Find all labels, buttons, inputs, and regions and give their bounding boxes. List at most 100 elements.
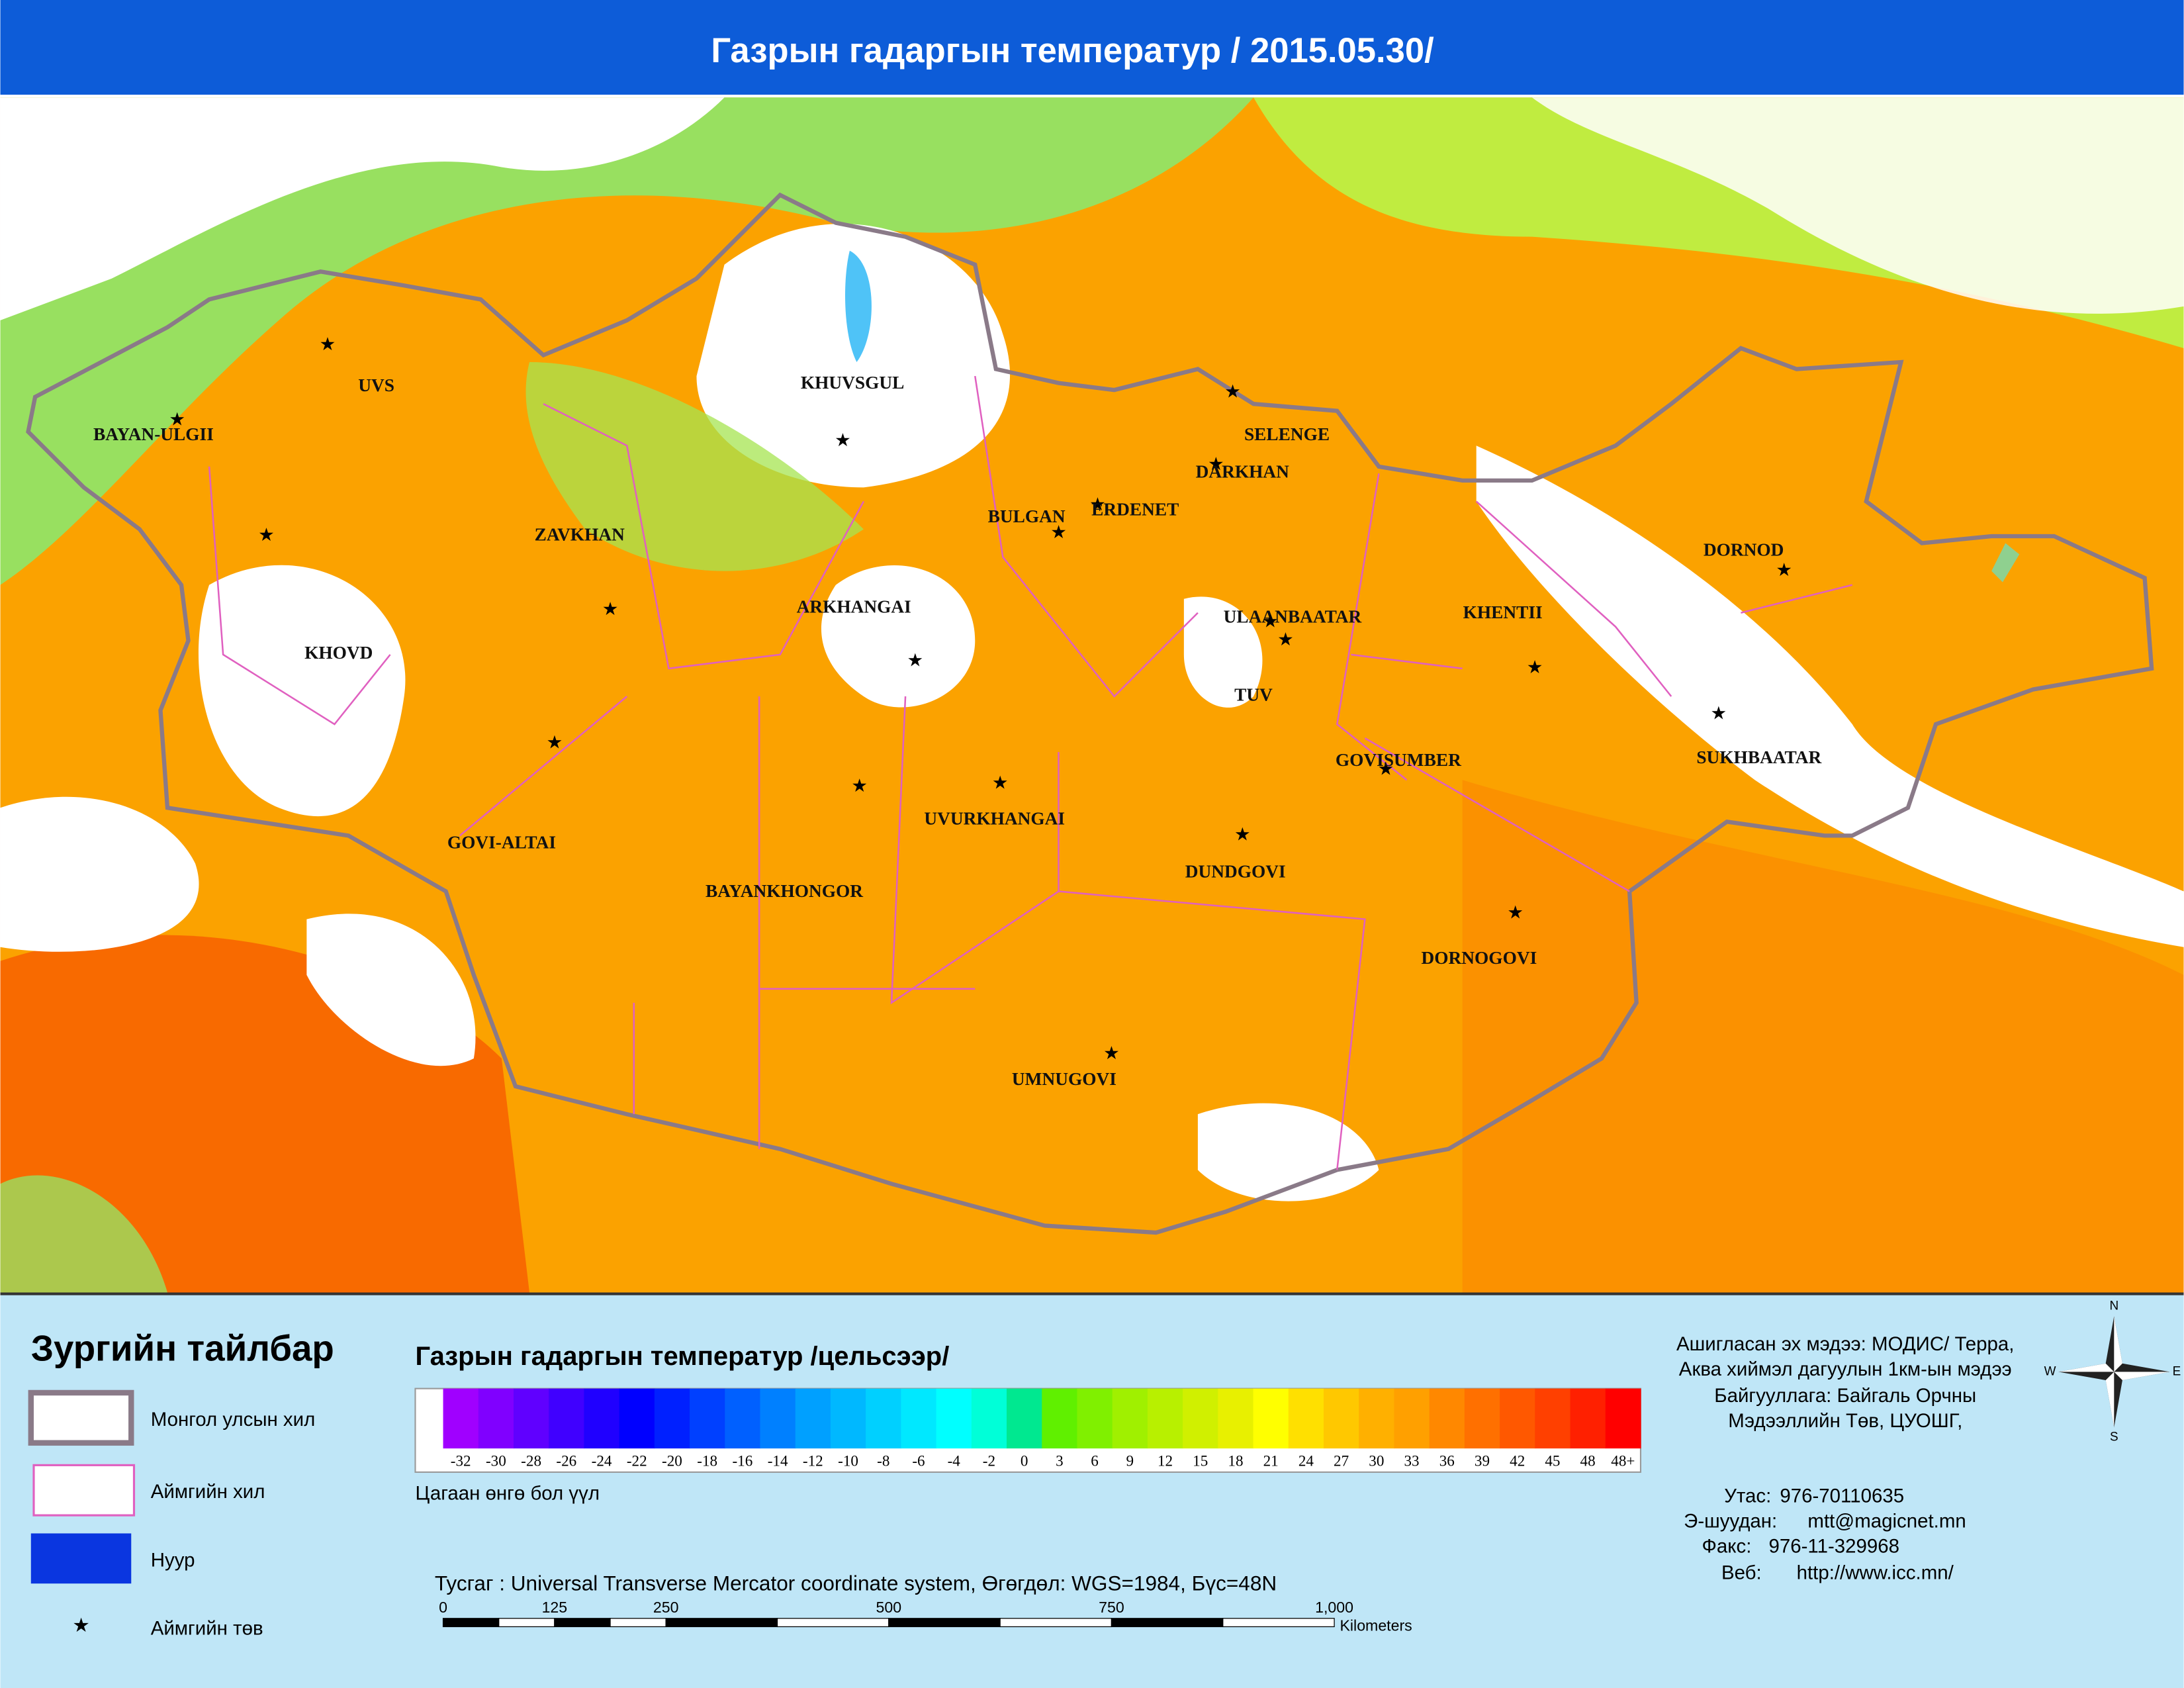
header-title: Газрын гадаргын температур / 2015.05.30/ [711, 31, 1434, 70]
colorbar-label: 12 [1158, 1452, 1173, 1470]
colorbar-cell [549, 1388, 585, 1449]
aimag-center: ★ [907, 650, 924, 671]
aimag-label: KHOVD [304, 643, 373, 663]
map-image [0, 97, 2184, 1293]
colorbar-cell [1605, 1388, 1641, 1449]
aimag-center: ★ [1050, 522, 1067, 542]
source-line: Ашигласан эх мэдээ: МОДИС/ Терра, [1676, 1333, 2014, 1355]
aimag-center: ★ [1378, 759, 1394, 779]
aimag-center: ★ [1103, 1043, 1120, 1063]
legend-star: ★ [72, 1615, 89, 1636]
colorbar-cell [936, 1388, 972, 1449]
colorbar-note: Цагаан өнгө бол үүл [415, 1482, 600, 1504]
aimag-center: ★ [547, 732, 563, 753]
aimag-center: ★ [1234, 824, 1251, 845]
colorbar-label: 36 [1439, 1452, 1455, 1470]
aimag-center: ★ [1277, 629, 1294, 649]
colorbar-cell [654, 1388, 690, 1449]
colorbar-cell [760, 1388, 796, 1449]
colorbar-label: -22 [627, 1452, 647, 1470]
colorbar-cell [619, 1388, 655, 1449]
colorbar-label: 48+ [1611, 1452, 1635, 1470]
colorbar-label: 9 [1126, 1452, 1134, 1470]
aimag-center: ★ [1089, 494, 1106, 514]
aimag-center: ★ [169, 409, 185, 430]
colorbar-label: 27 [1334, 1452, 1349, 1470]
colorbar-cell [1007, 1388, 1042, 1449]
colorbar-label: 0 [1021, 1452, 1028, 1470]
aimag-label: KHUVSGUL [801, 373, 905, 393]
aimag-center: ★ [1262, 611, 1279, 632]
aimag-label: GOVISUMBER [1336, 750, 1461, 770]
aimag-center: ★ [1527, 657, 1543, 677]
colorbar-cell [725, 1388, 761, 1449]
aimag-borders [208, 375, 1853, 1170]
colorbar-label: 39 [1475, 1452, 1490, 1470]
source-line: Байгууллага: Байгаль Орчны [1714, 1385, 1976, 1407]
scale-segment [554, 1618, 611, 1628]
aimag-label: UMNUGOVI [1012, 1069, 1116, 1089]
colorbar-cell [866, 1388, 902, 1449]
scale-label: 500 [876, 1599, 902, 1616]
aimag-label: UVURKHANGAI [924, 809, 1065, 829]
scale-segment [999, 1618, 1113, 1628]
aimag-center: ★ [851, 775, 868, 796]
legend-title: Зургийн тайлбар [31, 1327, 334, 1368]
colorbar-cell [1394, 1388, 1430, 1449]
compass: N E S W [2044, 1299, 2181, 1444]
colorbar-label: 42 [1510, 1452, 1525, 1470]
legend-swatch [32, 1464, 136, 1517]
colorbar-title: Газрын гадаргын температур /цельсээр/ [415, 1342, 949, 1371]
scale-segment [610, 1618, 666, 1628]
aimag-center: ★ [1507, 902, 1524, 922]
aimag-label: KHENTII [1463, 602, 1543, 622]
contact-label: Факс: [1702, 1535, 1752, 1557]
colorbar-cell [1218, 1388, 1254, 1449]
colorbar-label: -10 [838, 1452, 858, 1470]
colorbar-label: -4 [948, 1452, 961, 1470]
source-line: Мэдээллийн Төв, ЦУОШГ, [1728, 1410, 1962, 1432]
colorbar-cell [1042, 1388, 1078, 1449]
colorbar-cell [1183, 1388, 1218, 1449]
colorbar-label: 15 [1193, 1452, 1208, 1470]
contact-value: http://www.icc.mn/ [1797, 1562, 1954, 1583]
scale-segment [498, 1618, 555, 1628]
colorbar-label: -32 [451, 1452, 471, 1470]
contact-label: Утас: [1724, 1485, 1771, 1507]
colorbar-cell [1535, 1388, 1571, 1449]
aimag-center: ★ [602, 598, 619, 619]
aimag-label: BAYAN-ULGII [93, 424, 214, 444]
colorbar-cell [1359, 1388, 1395, 1449]
colorbar-cell [1077, 1388, 1113, 1449]
aimag-label: ERDENET [1091, 499, 1179, 519]
compass-n: N [2109, 1299, 2118, 1313]
colorbar-label: -30 [486, 1452, 506, 1470]
contact-label: Э-шуудан: [1684, 1510, 1777, 1532]
aimag-label: ULAANBAATAR [1224, 606, 1362, 626]
colorbar-cell [830, 1388, 866, 1449]
aimag-center: ★ [1711, 703, 1727, 724]
colorbar-cell [1253, 1388, 1289, 1449]
scale-segment [665, 1618, 778, 1628]
header-bar [0, 0, 2184, 95]
aimag-label: ZAVKHAN [535, 524, 625, 544]
colorbar-cell [795, 1388, 831, 1449]
aimag-label: BAYANKHONGOR [705, 881, 863, 901]
legend-label: Аймгийн хил [151, 1481, 265, 1503]
colorbar-cell [1429, 1388, 1465, 1449]
colorbar-label: 6 [1091, 1452, 1099, 1470]
colorbar-label: 45 [1545, 1452, 1560, 1470]
colorbar-cell [1147, 1388, 1183, 1449]
legend-label: Нуур [151, 1549, 195, 1571]
scale-segment [1222, 1618, 1335, 1628]
aimag-label: DUNDGOVI [1185, 861, 1286, 881]
colorbar-cell [478, 1388, 514, 1449]
aimag-center: ★ [835, 430, 851, 450]
scale-segment [888, 1618, 1001, 1628]
aimag-label: SELENGE [1244, 424, 1330, 444]
source-line: Аква хиймэл дагуулын 1км-ын мэдээ [1679, 1358, 2012, 1380]
colorbar-cell [1324, 1388, 1359, 1449]
aimag-label: BULGAN [988, 506, 1066, 526]
